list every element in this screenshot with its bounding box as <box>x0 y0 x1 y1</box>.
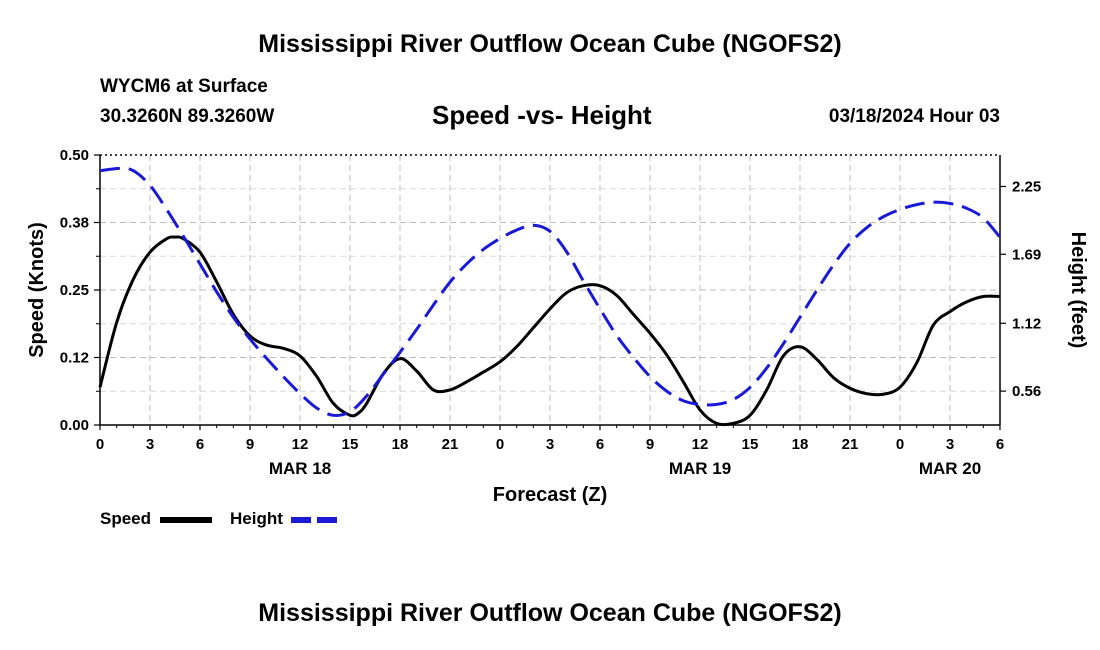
y2-tick-label: 2.25 <box>1012 178 1041 195</box>
x-date-label: MAR 20 <box>919 459 981 478</box>
station-label: WYCM6 at Surface <box>100 76 268 97</box>
x-tick-label: 6 <box>596 436 604 453</box>
x-tick-label: 21 <box>842 436 859 453</box>
legend-label-speed: Speed <box>100 509 151 528</box>
y-tick-label: 0.50 <box>60 147 89 164</box>
y-tick-label: 0.12 <box>60 350 89 367</box>
x-tick-label: 15 <box>342 436 359 453</box>
x-tick-label: 15 <box>742 436 759 453</box>
station-coordinates: 30.3260N 89.3260W <box>100 106 275 127</box>
forecast-datetime: 03/18/2024 Hour 03 <box>828 106 1000 127</box>
x-tick-label: 9 <box>646 436 654 453</box>
x-tick-label: 18 <box>792 436 809 453</box>
x-tick-label: 6 <box>996 436 1004 453</box>
series-line-height <box>99 166 1002 417</box>
y-axis-title-left: Speed (Knots) <box>26 222 48 358</box>
x-tick-label: 6 <box>196 436 204 453</box>
y-tick-label: 0.38 <box>60 215 89 232</box>
y-axis-title-right: Height (feet) <box>1067 232 1089 349</box>
y-tick-label: 0.00 <box>60 417 89 434</box>
x-date-label: MAR 18 <box>269 459 331 478</box>
chart-subtitle: Speed -vs- Height <box>432 100 652 130</box>
x-tick-label: 0 <box>496 436 504 453</box>
x-tick-label: 12 <box>692 436 709 453</box>
chart-footer-title: Mississippi River Outflow Ocean Cube (NG… <box>258 599 842 627</box>
x-tick-label: 3 <box>546 436 554 453</box>
y2-tick-label: 0.56 <box>1012 383 1041 400</box>
x-tick-label: 21 <box>442 436 459 453</box>
x-date-label: MAR 19 <box>669 459 731 478</box>
x-tick-label: 3 <box>946 436 954 453</box>
x-tick-label: 0 <box>96 436 104 453</box>
y-tick-label: 0.25 <box>60 282 89 299</box>
x-tick-label: 9 <box>246 436 254 453</box>
x-tick-label: 18 <box>392 436 409 453</box>
legend-label-height: Height <box>230 509 283 528</box>
y2-tick-label: 1.69 <box>1012 246 1041 263</box>
x-axis-title: Forecast (Z) <box>493 484 607 506</box>
x-tick-label: 3 <box>146 436 154 453</box>
chart-main-title: Mississippi River Outflow Ocean Cube (NG… <box>258 30 842 58</box>
x-tick-label: 12 <box>292 436 309 453</box>
x-tick-label: 0 <box>896 436 904 453</box>
y2-tick-label: 1.12 <box>1012 315 1041 332</box>
